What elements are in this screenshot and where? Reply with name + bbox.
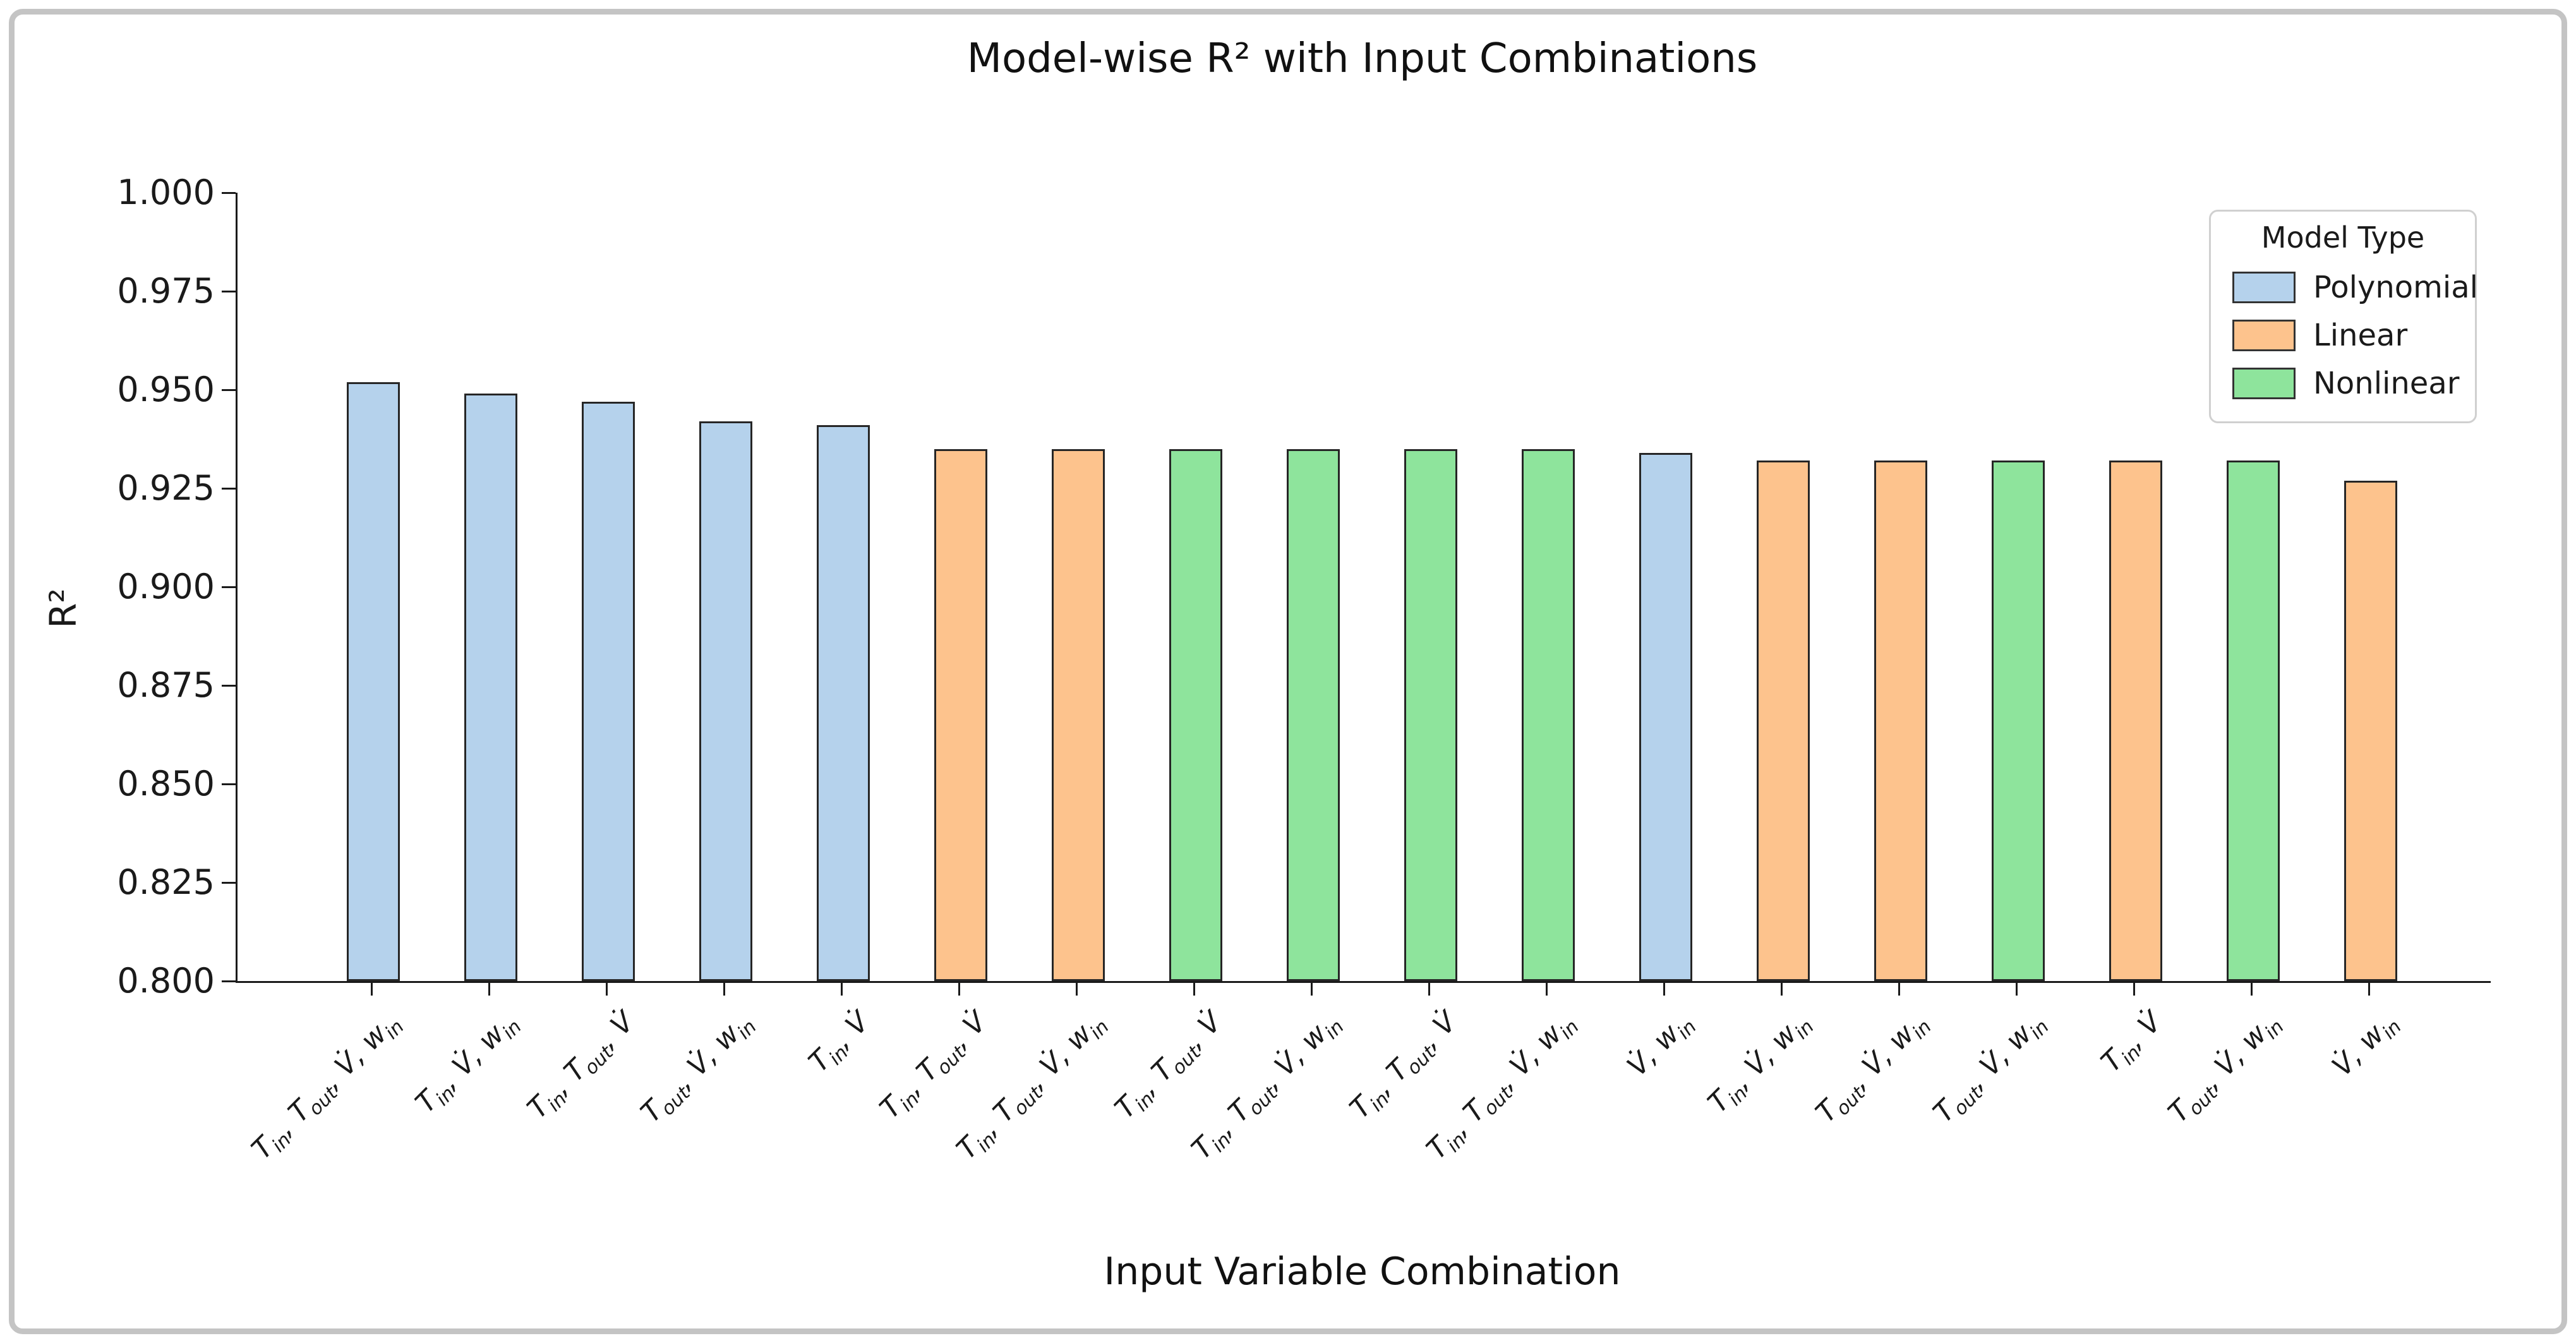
bar-polynomial [1639,452,1692,981]
legend-title: Model Type [2261,220,2425,255]
x-tick-mark [488,983,490,996]
y-tick-label: 0.950 [117,370,215,409]
bar-nonlinear [1992,461,2045,981]
legend: Model Type Polynomial Linear Nonlinear [2209,210,2478,423]
x-tick-mark [958,983,960,996]
plot-area [236,193,2491,983]
y-tick-mark [222,487,236,490]
x-tick-mark [723,983,725,996]
y-tick-label: 0.875 [117,665,215,705]
y-tick-mark [222,783,236,785]
bar-linear [1757,461,1810,981]
bar-nonlinear [1287,449,1340,981]
legend-row-nonlinear: Nonlinear [2211,359,2475,407]
y-tick-mark [222,290,236,292]
bar-nonlinear [1169,449,1222,981]
bar-nonlinear [1404,449,1457,981]
x-axis-label: Input Variable Combination [1104,1250,1621,1294]
chart-title: Model-wise R² with Input Combinations [966,35,1758,82]
legend-label-linear: Linear [2313,318,2408,353]
bar-nonlinear [1522,449,1575,981]
x-tick-mark [370,983,373,996]
legend-label-polynomial: Polynomial [2313,270,2478,305]
bar-polynomial [582,401,635,981]
x-tick-mark [2250,983,2253,996]
x-tick-mark [605,983,608,996]
x-tick-mark [1428,983,1430,996]
x-tick-mark [1545,983,1548,996]
y-tick-label: 1.000 [117,172,215,212]
y-tick-label: 0.925 [117,468,215,508]
nonlinear-swatch [2232,368,2296,399]
legend-label-nonlinear: Nonlinear [2313,366,2460,401]
legend-row-polynomial: Polynomial [2211,263,2478,311]
y-tick-label: 0.850 [117,764,215,804]
x-tick-mark [1310,983,1313,996]
y-tick-label: 0.900 [117,567,215,606]
bar-linear [1874,461,1927,981]
bar-nonlinear [2227,461,2280,981]
x-tick-mark [840,983,843,996]
legend-row-linear: Linear [2211,311,2475,359]
x-tick-mark [1663,983,1665,996]
bar-polynomial [699,421,752,981]
bar-polynomial [347,382,400,981]
x-tick-mark [2133,983,2135,996]
x-tick-mark [1898,983,1900,996]
x-tick-mark [2368,983,2370,996]
y-tick-label: 0.825 [117,862,215,902]
bar-polynomial [817,425,870,981]
x-tick-mark [2015,983,2018,996]
y-tick-label: 0.800 [117,961,215,1001]
bar-linear [1052,449,1105,981]
bar-linear [934,449,987,981]
x-tick-mark [1193,983,1195,996]
x-tick-mark [1075,983,1078,996]
y-tick-mark [222,388,236,391]
y-tick-mark [222,980,236,982]
linear-swatch [2232,320,2296,351]
bar-linear [2344,480,2397,981]
y-tick-mark [222,881,236,884]
y-tick-mark [222,586,236,588]
y-tick-label: 0.975 [117,271,215,311]
x-tick-mark [1780,983,1783,996]
polynomial-swatch [2232,272,2296,303]
bar-linear [2109,461,2162,981]
y-tick-mark [222,191,236,194]
bar-polynomial [464,394,517,981]
y-tick-mark [222,684,236,687]
